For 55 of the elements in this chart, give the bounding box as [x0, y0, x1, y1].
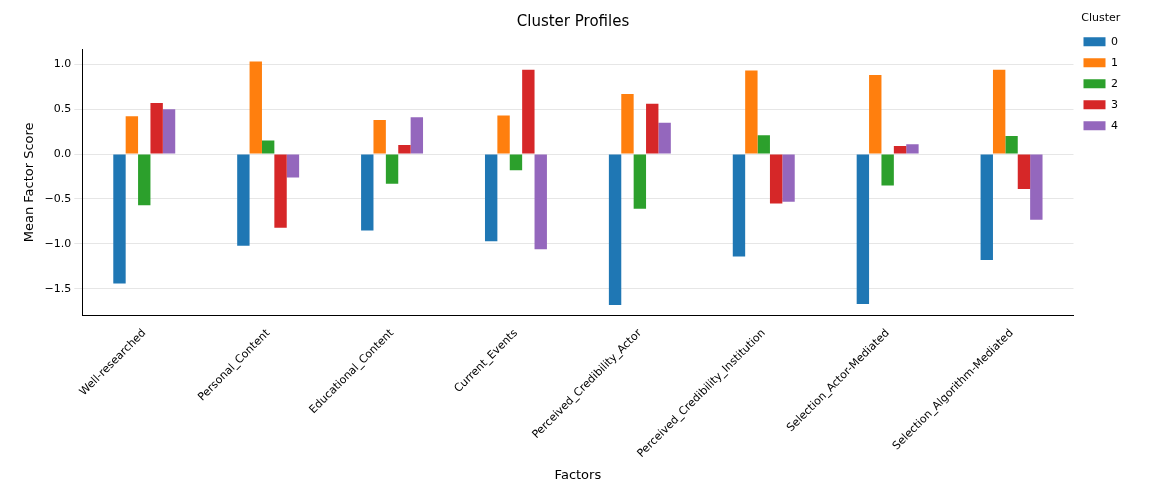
bar [522, 69, 535, 154]
bar [980, 154, 993, 261]
bar [113, 154, 126, 284]
y-tick-label: −1.5 [44, 281, 72, 295]
bar [893, 145, 907, 154]
bar [261, 140, 275, 154]
bar [906, 144, 919, 154]
bar [249, 61, 262, 154]
bar [869, 75, 882, 154]
legend-label: 0 [1111, 34, 1118, 48]
bar [757, 135, 770, 154]
bar [769, 154, 783, 204]
legend-title: Cluster [1081, 11, 1121, 25]
bar [286, 154, 300, 178]
legend-label: 2 [1111, 76, 1118, 90]
bar [745, 70, 758, 154]
bar [150, 102, 163, 154]
bar [782, 154, 795, 202]
bar [732, 154, 746, 257]
bar [385, 154, 399, 184]
bar [125, 116, 139, 154]
y-tick-label: −1.0 [44, 236, 72, 250]
bar [856, 154, 870, 305]
bar [608, 154, 622, 305]
bar [1017, 154, 1031, 190]
chart-title: Cluster Profiles [516, 11, 630, 30]
y-tick-label: 0.5 [53, 102, 72, 116]
bar [1030, 154, 1043, 220]
x-axis-title: Factors [554, 466, 602, 482]
y-tick-label: 0.0 [53, 146, 72, 160]
bar [646, 103, 659, 154]
y-tick-label: −0.5 [44, 191, 72, 205]
bar [534, 154, 547, 250]
legend-label: 1 [1111, 55, 1118, 69]
bar [361, 154, 374, 231]
bar [658, 122, 671, 154]
bar [881, 154, 894, 186]
bar [992, 69, 1006, 154]
bar [237, 154, 250, 246]
y-axis-title: Mean Factor Score [21, 122, 37, 243]
y-tick-label: 1.0 [53, 57, 72, 71]
bar [509, 154, 523, 171]
legend-label: 4 [1111, 118, 1118, 132]
bar [410, 117, 424, 154]
bar [373, 119, 386, 154]
bar [138, 154, 151, 206]
bar [398, 145, 411, 154]
bar [1005, 136, 1018, 154]
bar [162, 109, 176, 154]
bar [497, 115, 510, 154]
legend-label: 3 [1111, 97, 1118, 111]
bar [274, 154, 287, 228]
bar [621, 93, 634, 154]
bar [633, 154, 647, 209]
bar [484, 154, 498, 242]
